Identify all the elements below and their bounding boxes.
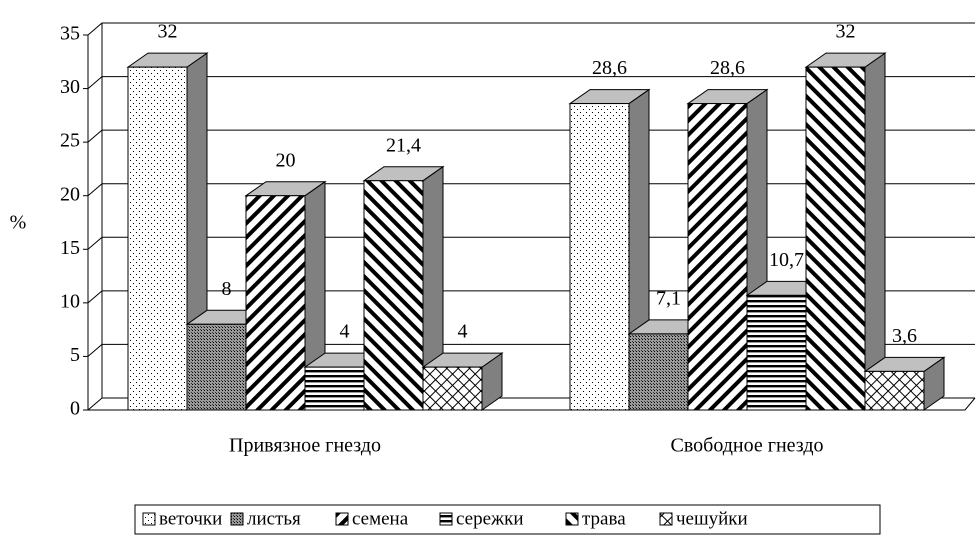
value-label: 4 (458, 321, 468, 343)
value-label: 28,6 (710, 57, 745, 79)
bar (569, 103, 630, 411)
y-tick-label: 35 (60, 23, 80, 45)
legend-label: веточки (159, 508, 222, 529)
legend-label: трава (582, 508, 626, 529)
bar (245, 195, 306, 411)
grid-line (87, 183, 975, 197)
bar (304, 366, 365, 411)
x-tick-label: Свободное гнездо (671, 435, 824, 457)
legend-swatch (335, 512, 349, 526)
value-label: 10,7 (769, 249, 804, 271)
y-tick-label: 30 (60, 76, 80, 98)
legend-swatch (659, 512, 673, 526)
bar (127, 66, 188, 411)
bar (422, 366, 483, 411)
legend (134, 504, 881, 535)
y-tick-label: 25 (60, 130, 80, 152)
value-label: 20 (276, 149, 296, 171)
y-tick-label: 5 (70, 344, 80, 366)
y-tick-label: 10 (60, 290, 80, 312)
x-tick-label: Привязное гнездо (229, 435, 381, 457)
grid-line (87, 22, 975, 36)
legend-label: семена (352, 508, 409, 529)
bar (186, 323, 247, 411)
bar (805, 66, 866, 411)
value-label: 32 (836, 21, 856, 43)
legend-swatch (142, 512, 156, 526)
y-tick-label: 0 (70, 398, 80, 420)
value-label: 32 (158, 21, 178, 43)
value-label: 3,6 (892, 325, 917, 347)
legend-swatch (565, 512, 579, 526)
value-label: 28,6 (592, 57, 627, 79)
value-label: 4 (340, 321, 350, 343)
y-tick-label: 15 (60, 237, 80, 259)
bar-side (864, 52, 886, 411)
value-label: 8 (222, 278, 232, 300)
grid-line (87, 129, 975, 143)
value-label: 21,4 (386, 134, 421, 156)
bar (687, 103, 748, 411)
legend-swatch (439, 512, 453, 526)
legend-label: листья (247, 508, 301, 529)
grid-line (87, 76, 975, 89)
bar (746, 294, 807, 411)
legend-label: сережки (456, 508, 524, 529)
value-label: 7,1 (656, 288, 681, 310)
bar (628, 333, 689, 411)
grid-line (87, 236, 975, 250)
bar (363, 180, 424, 411)
y-tick-label: 20 (60, 183, 80, 205)
y-axis-label: % (10, 212, 27, 234)
legend-label: чешуйки (676, 508, 748, 529)
bar (864, 370, 925, 411)
grid-line (87, 290, 975, 304)
legend-swatch (230, 512, 244, 526)
